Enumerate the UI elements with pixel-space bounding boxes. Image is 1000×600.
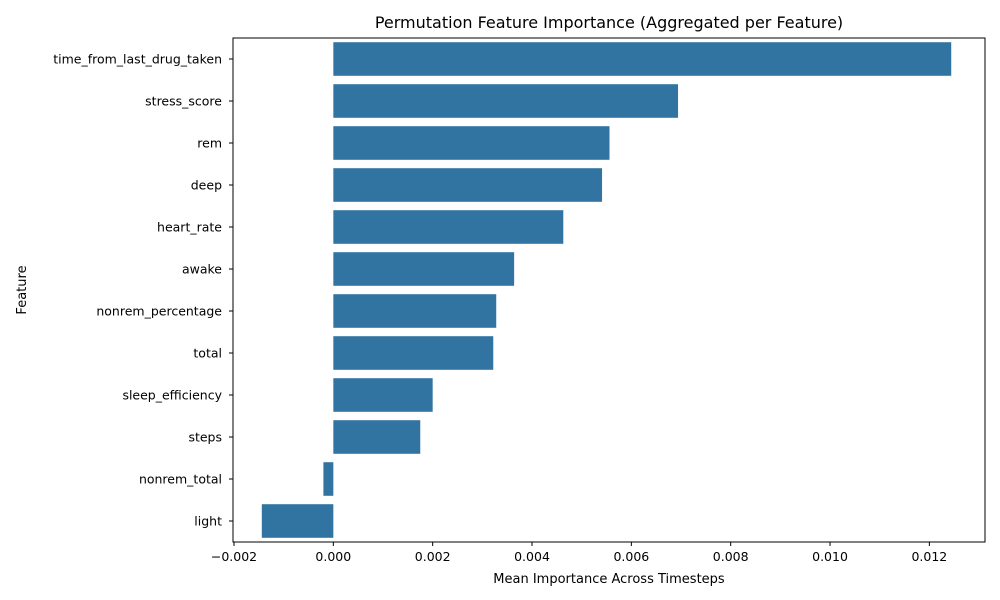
x-tick-label: 0.000 <box>315 549 351 564</box>
y-tick-label: deep <box>191 178 222 193</box>
x-axis-label: Mean Importance Across Timesteps <box>493 572 725 587</box>
bar-light <box>261 504 334 538</box>
y-axis-label: Feature <box>15 265 30 314</box>
y-tick-label: awake <box>182 262 222 277</box>
y-axis-ticks: time_from_last_drug_taken stress_scorerem… <box>53 52 233 529</box>
x-tick-label: 0.004 <box>514 549 550 564</box>
x-tick-label: 0.008 <box>713 549 749 564</box>
bar-heart-rate <box>333 210 564 244</box>
y-tick-label: stress_score <box>145 94 222 109</box>
x-tick-label: 0.002 <box>415 549 451 564</box>
bar-nonrem-total <box>323 462 334 496</box>
bar-nonrem-percentage <box>333 294 497 328</box>
x-axis-ticks: −0.002 0.000 0.002 0.004 0.006 0.008 0.010 0.01… <box>211 542 947 564</box>
bar-sleep-efficiency <box>333 378 433 412</box>
y-tick-label: time_from_last_drug_taken <box>53 52 222 67</box>
bar-steps <box>333 420 421 454</box>
bar-deep <box>333 168 603 202</box>
x-tick-label: 0.010 <box>812 549 848 564</box>
plot-frame <box>232 37 986 543</box>
x-tick-label: 0.012 <box>911 549 947 564</box>
y-tick-label: nonrem_percentage <box>96 304 222 319</box>
chart-title: Permutation Feature Importance (Aggregat… <box>375 13 843 32</box>
y-tick-label: sleep_efficiency <box>122 388 222 403</box>
bar-total <box>333 336 494 370</box>
bar-rem <box>333 126 610 160</box>
x-tick-label: 0.006 <box>613 549 649 564</box>
y-tick-label: total <box>193 346 222 361</box>
y-tick-label: light <box>194 514 222 529</box>
y-tick-label: rem <box>197 136 222 151</box>
bar-time-from-last-drug-taken <box>333 42 952 76</box>
y-tick-label: nonrem_total <box>139 472 222 487</box>
y-tick-label: steps <box>188 430 222 445</box>
bar-awake <box>333 252 515 286</box>
bars-layer <box>261 42 952 538</box>
y-tick-label: heart_rate <box>157 220 222 235</box>
x-tick-label: −0.002 <box>211 549 257 564</box>
bar-stress-score <box>333 84 679 118</box>
